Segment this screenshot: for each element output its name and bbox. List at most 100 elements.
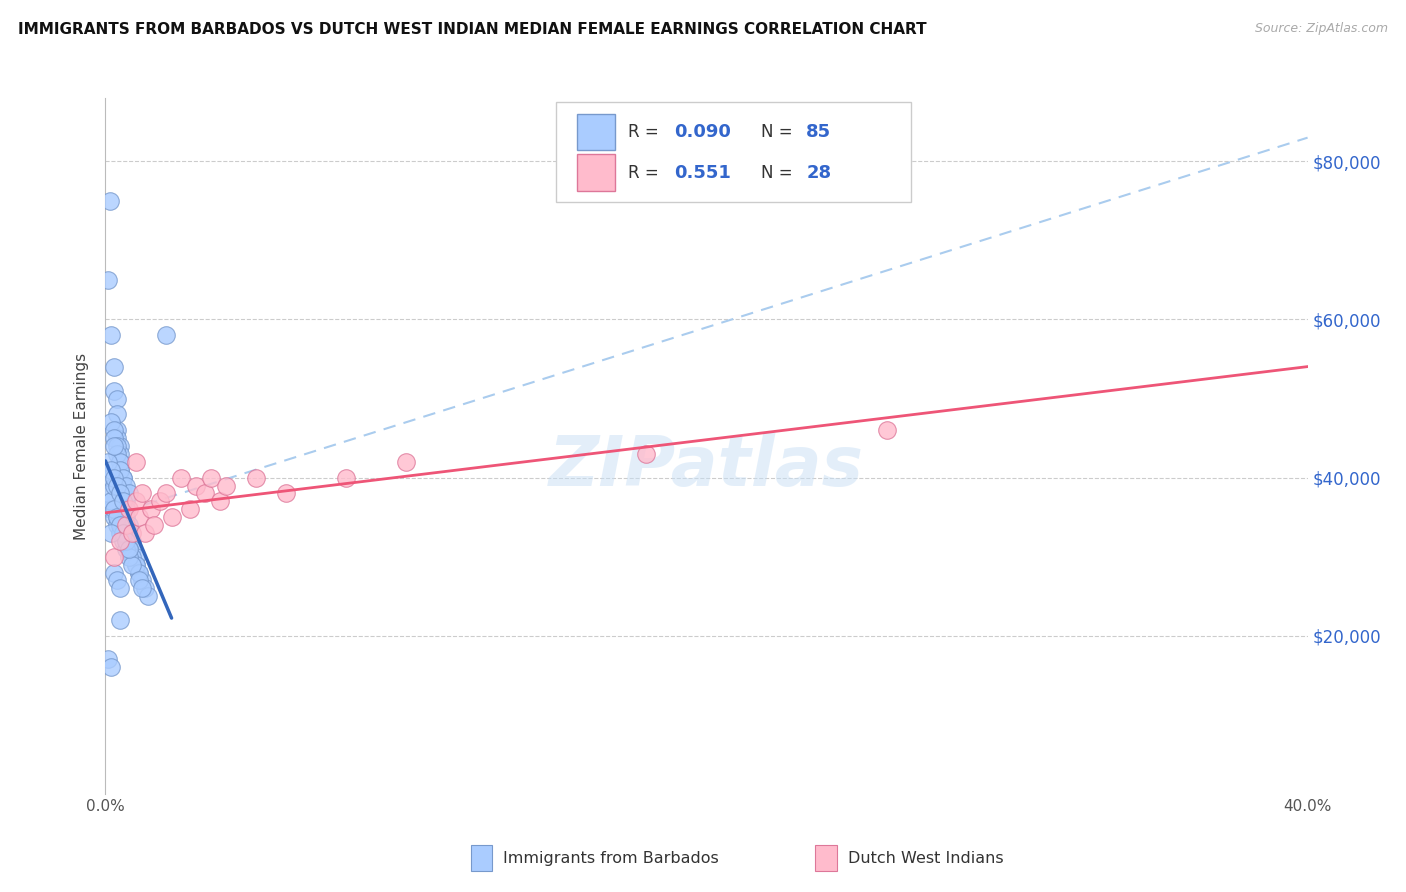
Point: [103, 470, 125, 484]
Point: [110, 518, 132, 533]
Point: [121, 533, 143, 548]
FancyBboxPatch shape: [576, 114, 616, 150]
Point: [128, 510, 150, 524]
Point: [100, 494, 122, 508]
Point: [118, 502, 141, 516]
Point: [142, 518, 165, 533]
Point: [110, 439, 132, 453]
Point: [112, 526, 135, 541]
Point: [131, 574, 153, 588]
Point: [124, 455, 146, 469]
Point: [110, 518, 132, 533]
Point: [110, 455, 132, 469]
Point: [128, 566, 150, 580]
Point: [103, 510, 125, 524]
Point: [110, 526, 132, 541]
Text: R =: R =: [628, 123, 665, 141]
Point: [100, 415, 122, 429]
Point: [128, 574, 150, 588]
Point: [124, 494, 146, 508]
Point: [131, 486, 153, 500]
Point: [100, 502, 122, 516]
Text: Source: ZipAtlas.com: Source: ZipAtlas.com: [1254, 22, 1388, 36]
Point: [110, 533, 132, 548]
Point: [395, 455, 418, 469]
Point: [112, 494, 135, 508]
Text: N =: N =: [761, 123, 797, 141]
Point: [97, 486, 120, 500]
Point: [112, 470, 135, 484]
Point: [98, 194, 121, 208]
Point: [118, 486, 141, 500]
Point: [107, 510, 129, 524]
Point: [169, 470, 191, 484]
Point: [636, 447, 658, 461]
Point: [335, 470, 357, 484]
Text: IMMIGRANTS FROM BARBADOS VS DUTCH WEST INDIAN MEDIAN FEMALE EARNINGS CORRELATION: IMMIGRANTS FROM BARBADOS VS DUTCH WEST I…: [18, 22, 927, 37]
Point: [107, 447, 129, 461]
Point: [179, 502, 201, 516]
Point: [103, 502, 125, 516]
Point: [208, 494, 231, 508]
Point: [110, 463, 132, 477]
Point: [121, 549, 143, 564]
Point: [112, 478, 135, 492]
Point: [103, 549, 125, 564]
Text: N =: N =: [761, 163, 797, 182]
Text: R =: R =: [628, 163, 669, 182]
Point: [124, 549, 146, 564]
Point: [103, 439, 125, 453]
FancyBboxPatch shape: [557, 102, 911, 202]
Point: [115, 494, 138, 508]
Point: [876, 423, 898, 437]
Point: [134, 582, 156, 596]
Point: [97, 273, 120, 287]
Point: [107, 423, 129, 437]
FancyBboxPatch shape: [576, 154, 616, 191]
Point: [115, 510, 138, 524]
Text: 85: 85: [806, 123, 831, 141]
Point: [110, 613, 132, 627]
Point: [107, 478, 129, 492]
Text: Dutch West Indians: Dutch West Indians: [848, 851, 1004, 865]
Point: [118, 549, 141, 564]
Point: [115, 502, 138, 516]
Point: [103, 431, 125, 445]
Point: [103, 478, 125, 492]
Point: [110, 582, 132, 596]
Point: [103, 423, 125, 437]
Point: [160, 510, 183, 524]
Point: [107, 510, 129, 524]
Point: [112, 470, 135, 484]
Point: [245, 470, 267, 484]
Point: [110, 486, 132, 500]
Text: 0.551: 0.551: [673, 163, 731, 182]
Point: [107, 439, 129, 453]
Point: [115, 518, 138, 533]
Point: [110, 463, 132, 477]
Point: [100, 470, 122, 484]
Point: [97, 455, 120, 469]
Point: [118, 526, 141, 541]
Point: [115, 541, 138, 556]
Point: [118, 518, 141, 533]
Point: [155, 486, 177, 500]
Point: [103, 384, 125, 398]
Text: 28: 28: [806, 163, 831, 182]
Point: [107, 408, 129, 422]
Point: [134, 526, 156, 541]
Point: [112, 526, 135, 541]
Point: [139, 502, 162, 516]
Point: [100, 463, 122, 477]
Point: [107, 574, 129, 588]
Point: [121, 541, 143, 556]
Point: [184, 478, 207, 492]
Point: [136, 589, 159, 603]
Point: [97, 652, 120, 666]
Point: [115, 478, 138, 492]
Point: [155, 328, 177, 343]
Point: [107, 431, 129, 445]
Point: [100, 494, 122, 508]
Point: [128, 566, 150, 580]
Point: [110, 447, 132, 461]
